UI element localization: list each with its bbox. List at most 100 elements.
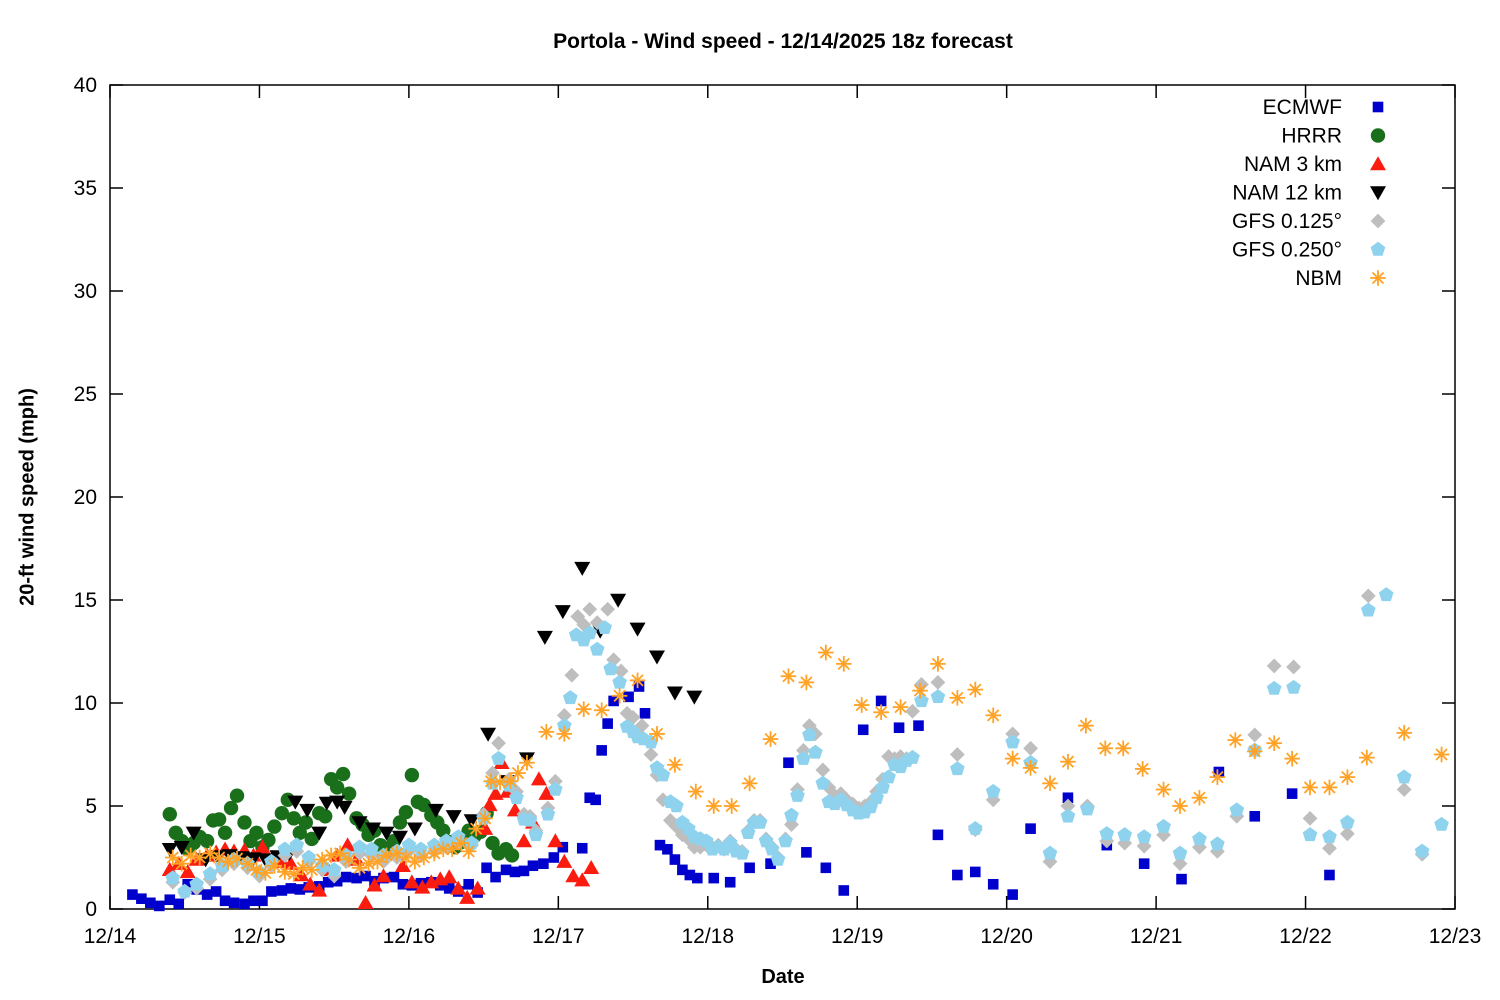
data-point-marker	[391, 830, 408, 845]
data-point-marker	[352, 839, 367, 854]
data-point-marker	[335, 766, 351, 782]
data-point-marker	[416, 797, 432, 813]
data-point-marker	[228, 897, 240, 909]
data-point-marker	[949, 690, 966, 706]
data-point-marker	[815, 762, 831, 778]
data-point-marker	[1266, 680, 1282, 695]
data-point-marker	[329, 780, 345, 795]
series-ecmwf	[127, 681, 1335, 912]
data-point-marker	[556, 717, 572, 732]
data-point-marker	[649, 726, 665, 742]
data-point-marker	[245, 852, 262, 867]
legend-label: HRRR	[1281, 125, 1342, 148]
data-point-marker	[875, 695, 887, 707]
data-point-marker	[538, 785, 555, 800]
pentagon-legend-icon	[1370, 241, 1386, 256]
data-point-marker	[299, 803, 316, 818]
data-point-marker	[967, 681, 984, 698]
data-point-marker	[286, 811, 302, 826]
x-axis-label: Date	[761, 966, 805, 988]
data-point-marker	[480, 727, 497, 742]
data-point-marker	[1192, 831, 1207, 846]
data-point-marker	[445, 810, 462, 825]
data-point-marker	[576, 842, 588, 854]
data-point-marker	[1246, 743, 1263, 760]
data-point-marker	[801, 847, 812, 858]
data-point-marker	[414, 879, 431, 894]
data-point-marker	[515, 833, 532, 848]
data-point-marker	[322, 876, 334, 888]
data-point-marker	[1060, 798, 1076, 814]
data-point-marker	[612, 674, 627, 689]
data-point-marker	[217, 825, 233, 840]
data-point-marker	[304, 831, 319, 847]
data-point-marker	[593, 702, 610, 719]
data-point-marker	[311, 882, 328, 897]
data-point-marker	[987, 878, 999, 890]
legend-label: NAM 3 km	[1244, 153, 1342, 176]
data-point-marker	[1134, 761, 1151, 777]
data-point-marker	[881, 769, 896, 784]
data-point-marker	[905, 749, 920, 764]
data-point-marker	[127, 889, 138, 900]
data-point-marker	[459, 889, 476, 904]
plot-border	[109, 84, 1456, 910]
data-point-marker	[302, 876, 319, 891]
data-point-marker	[1060, 808, 1076, 823]
data-point-marker	[229, 788, 245, 803]
data-point-marker	[985, 707, 1002, 724]
y-tick-label: 5	[85, 795, 97, 818]
data-point-marker	[603, 661, 618, 676]
data-point-marker	[1156, 818, 1171, 833]
data-point-marker	[398, 804, 414, 820]
x-tick-label: 12/19	[831, 925, 884, 948]
data-point-marker	[969, 866, 981, 878]
data-point-marker	[1025, 823, 1036, 834]
data-point-marker	[249, 825, 264, 840]
data-point-marker	[796, 750, 811, 765]
data-point-marker	[276, 885, 288, 896]
data-point-marker	[165, 870, 181, 885]
data-point-marker	[1247, 727, 1263, 743]
data-point-marker	[602, 718, 613, 729]
data-point-marker	[629, 672, 646, 689]
data-point-marker	[556, 707, 572, 723]
data-point-marker	[584, 792, 596, 804]
data-point-marker	[705, 798, 722, 814]
data-point-marker	[518, 865, 530, 877]
data-point-marker	[201, 889, 213, 900]
data-point-marker	[254, 839, 271, 854]
legend-item-hrrr: HRRR	[1281, 125, 1386, 148]
data-point-marker	[1213, 766, 1225, 778]
data-point-marker	[912, 682, 928, 699]
data-point-marker	[173, 855, 190, 872]
data-point-marker	[357, 895, 374, 910]
data-point-marker	[463, 878, 474, 890]
data-point-marker	[590, 794, 601, 806]
data-point-marker	[266, 886, 277, 897]
data-point-marker	[857, 724, 869, 736]
data-point-marker	[182, 878, 194, 890]
x-tick-label: 12/16	[383, 925, 436, 948]
data-point-marker	[669, 854, 681, 865]
x-tick-label: 12/20	[980, 925, 1033, 948]
data-point-marker	[185, 826, 202, 841]
data-point-marker	[629, 622, 646, 637]
data-point-marker	[1286, 788, 1298, 799]
data-point-marker	[905, 703, 920, 719]
data-point-marker	[802, 727, 817, 742]
data-point-marker	[762, 731, 779, 747]
data-point-marker	[173, 841, 190, 855]
data-point-marker	[724, 876, 736, 888]
data-point-marker	[1284, 750, 1300, 767]
series-hrrr	[162, 766, 520, 863]
data-point-marker	[1322, 840, 1337, 856]
data-point-marker	[1396, 782, 1412, 797]
data-point-marker	[1097, 740, 1114, 757]
x-tick-label: 12/14	[84, 925, 137, 948]
data-point-marker	[536, 630, 553, 645]
data-point-marker	[1227, 732, 1244, 748]
data-point-marker	[401, 837, 417, 852]
data-point-marker	[378, 847, 395, 864]
data-point-marker	[1339, 769, 1356, 785]
